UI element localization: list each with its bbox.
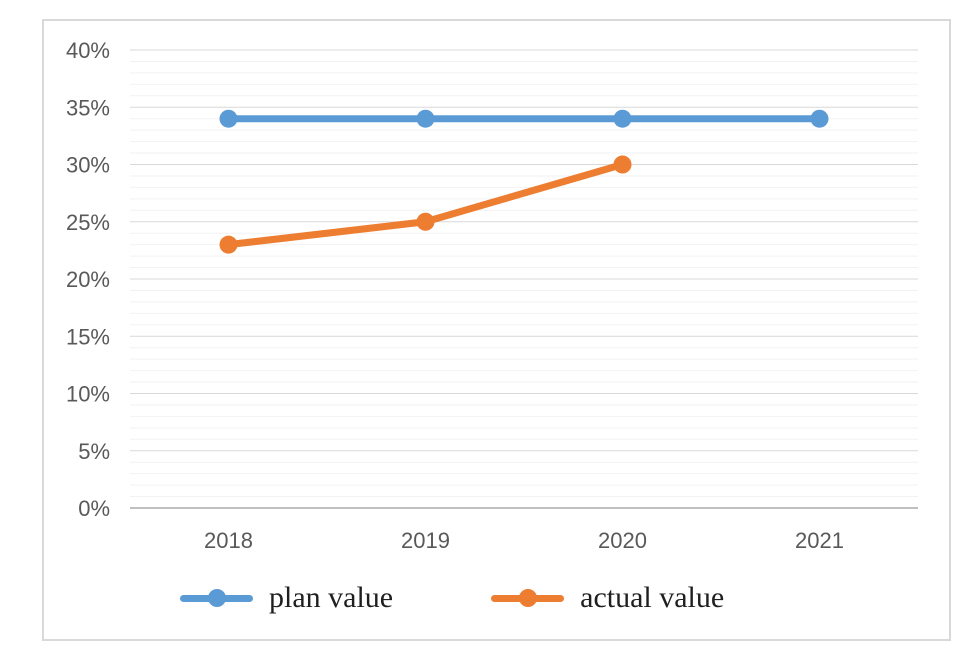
y-tick-label-30pct: 30% xyxy=(66,153,110,178)
legend-item-plan-value: plan value xyxy=(180,583,393,613)
actual-value-legend-marker-icon xyxy=(491,583,565,613)
data-point-actual-value-2018 xyxy=(219,235,238,254)
y-tick-label-20pct: 20% xyxy=(66,267,110,292)
y-tick-label-0pct: 0% xyxy=(78,496,110,521)
data-point-actual-value-2020 xyxy=(613,155,632,174)
x-tick-label-2018: 2018 xyxy=(204,528,253,553)
data-point-plan-value-2020 xyxy=(613,109,632,128)
data-point-plan-value-2019 xyxy=(416,109,435,128)
data-point-actual-value-2019 xyxy=(416,212,435,231)
y-tick-label-10pct: 10% xyxy=(66,382,110,407)
plan-value-legend-marker-icon xyxy=(180,583,253,613)
y-tick-label-5pct: 5% xyxy=(78,439,110,464)
y-tick-label-35pct: 35% xyxy=(66,95,110,120)
legend-dot-icon xyxy=(207,589,226,607)
legend-dot-icon xyxy=(518,589,537,607)
x-tick-label-2020: 2020 xyxy=(598,528,647,553)
legend-label-actual-value: actual value xyxy=(580,581,725,614)
y-tick-label-40pct: 40% xyxy=(66,38,110,63)
legend-label-plan-value: plan value xyxy=(269,581,394,614)
chart-frame xyxy=(42,19,951,641)
x-tick-label-2021: 2021 xyxy=(795,528,844,553)
x-tick-label-2019: 2019 xyxy=(401,528,450,553)
legend-item-actual-value: actual value xyxy=(491,583,724,613)
y-tick-label-15pct: 15% xyxy=(66,324,110,349)
data-point-plan-value-2021 xyxy=(810,109,829,128)
data-point-plan-value-2018 xyxy=(219,109,238,128)
legend: plan value actual value xyxy=(180,583,724,613)
series-line-actual-value xyxy=(225,161,626,249)
y-tick-label-25pct: 25% xyxy=(66,210,110,235)
